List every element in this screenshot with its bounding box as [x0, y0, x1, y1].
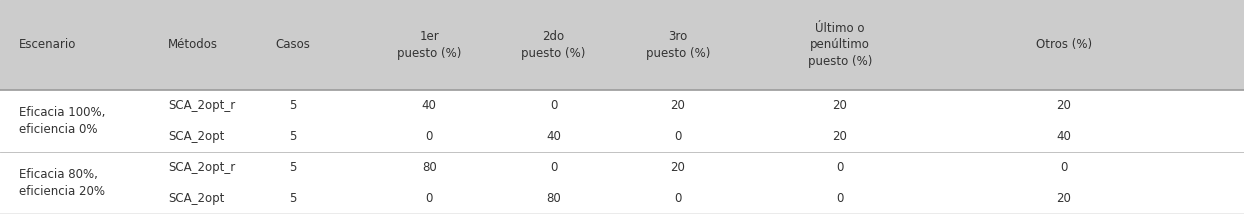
- Text: Eficacia 100%,
eficiencia 0%: Eficacia 100%, eficiencia 0%: [19, 106, 104, 136]
- Text: 0: 0: [836, 161, 843, 174]
- Text: 0: 0: [1060, 161, 1067, 174]
- Text: Otros (%): Otros (%): [1035, 39, 1092, 51]
- Text: 3ro
puesto (%): 3ro puesto (%): [646, 30, 710, 60]
- Text: SCA_2opt: SCA_2opt: [168, 130, 224, 143]
- Text: Métodos: Métodos: [168, 39, 218, 51]
- Text: 1er
puesto (%): 1er puesto (%): [397, 30, 462, 60]
- Text: 0: 0: [674, 192, 682, 205]
- Text: SCA_2opt_r: SCA_2opt_r: [168, 99, 235, 112]
- Text: 0: 0: [550, 99, 557, 112]
- Text: 40: 40: [1056, 130, 1071, 143]
- Text: 20: 20: [832, 130, 847, 143]
- Text: Escenario: Escenario: [19, 39, 76, 51]
- Bar: [0, 90, 1244, 214]
- Text: 20: 20: [1056, 99, 1071, 112]
- Text: 0: 0: [836, 192, 843, 205]
- Text: 20: 20: [1056, 192, 1071, 205]
- Text: 5: 5: [289, 192, 296, 205]
- Bar: [0, 0, 1244, 90]
- Text: 80: 80: [546, 192, 561, 205]
- Text: SCA_2opt_r: SCA_2opt_r: [168, 161, 235, 174]
- Text: 40: 40: [546, 130, 561, 143]
- Text: 0: 0: [550, 161, 557, 174]
- Text: 5: 5: [289, 99, 296, 112]
- Text: 5: 5: [289, 161, 296, 174]
- Text: 0: 0: [425, 192, 433, 205]
- Text: SCA_2opt: SCA_2opt: [168, 192, 224, 205]
- Text: 2do
puesto (%): 2do puesto (%): [521, 30, 586, 60]
- Text: 5: 5: [289, 130, 296, 143]
- Text: 0: 0: [425, 130, 433, 143]
- Text: Casos: Casos: [275, 39, 310, 51]
- Text: 0: 0: [674, 130, 682, 143]
- Text: Eficacia 80%,
eficiencia 20%: Eficacia 80%, eficiencia 20%: [19, 168, 104, 198]
- Text: 20: 20: [671, 99, 685, 112]
- Text: 20: 20: [671, 161, 685, 174]
- Text: 80: 80: [422, 161, 437, 174]
- Text: 40: 40: [422, 99, 437, 112]
- Text: 20: 20: [832, 99, 847, 112]
- Text: Último o
penúltimo
puesto (%): Último o penúltimo puesto (%): [807, 22, 872, 68]
